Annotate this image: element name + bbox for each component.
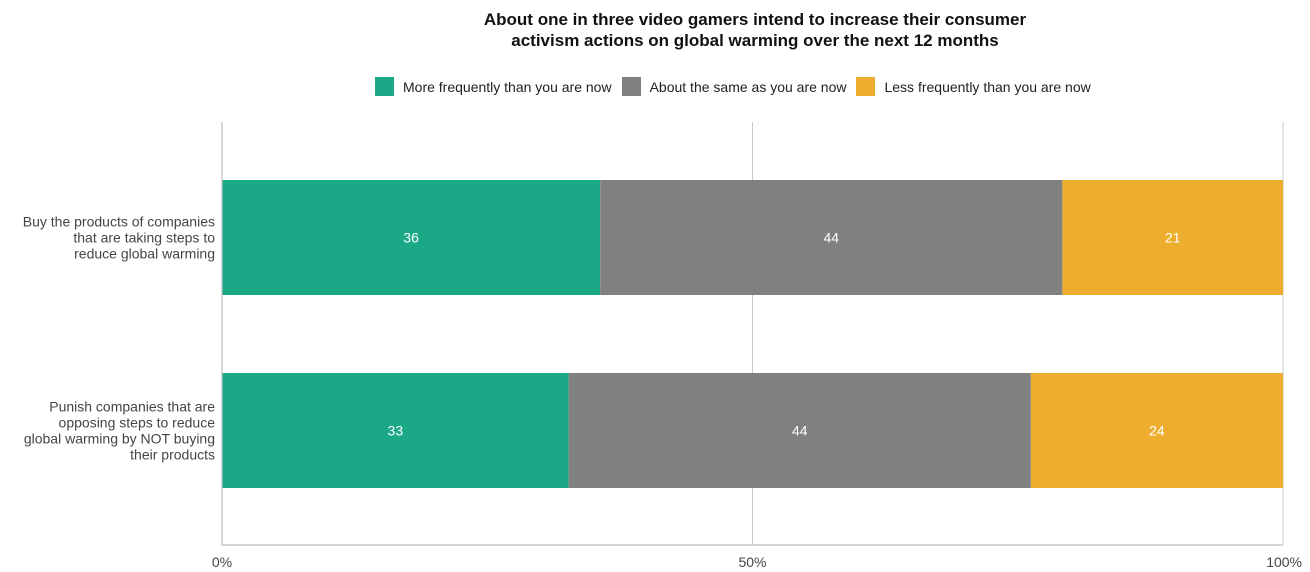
- data-label-0-0: 36: [403, 230, 419, 246]
- category-label-0-line-1: that are taking steps to: [73, 230, 215, 246]
- bar-segment-1-2: [1030, 373, 1283, 488]
- category-label-1-line-0: Punish companies that are: [49, 399, 215, 415]
- bar-segment-0-2: [1062, 180, 1283, 295]
- chart-title-line-2: activism actions on global warming over …: [511, 31, 999, 50]
- bar-segment-0-1: [600, 180, 1063, 295]
- legend-swatch-less: [856, 77, 876, 96]
- data-label-1-2: 24: [1149, 423, 1165, 439]
- data-label-0-1: 44: [823, 230, 839, 246]
- x-tick-label-1: 50%: [738, 554, 766, 570]
- legend-label-less: Less frequently than you are now: [884, 78, 1091, 95]
- legend-item-same: About the same as you are now: [621, 77, 847, 96]
- category-label-0-line-2: reduce global warming: [74, 246, 215, 262]
- chart-legend: More frequently than you are now About t…: [375, 77, 1101, 96]
- chart-title-line-1: About one in three video gamers intend t…: [483, 10, 1027, 29]
- legend-item-less: Less frequently than you are now: [856, 77, 1091, 96]
- data-label-0-2: 21: [1165, 230, 1181, 246]
- legend-label-same: About the same as you are now: [649, 78, 847, 95]
- x-tick-label-0: 0%: [212, 554, 232, 570]
- data-label-1-0: 33: [388, 423, 404, 439]
- category-label-0-line-0: Buy the products of companies: [23, 214, 215, 230]
- bar-segment-1-1: [568, 373, 1031, 488]
- chart-title: About one in three video gamers intend t…: [0, 9, 1310, 51]
- category-label-1-line-3: their products: [130, 447, 215, 463]
- legend-swatch-same: [621, 77, 641, 96]
- bar-segment-0-0: [222, 180, 601, 295]
- legend-swatch-more: [375, 77, 394, 96]
- bar-segment-1-0: [222, 373, 569, 488]
- category-label-1-line-2: global warming by NOT buying: [24, 431, 215, 447]
- data-label-1-1: 44: [792, 423, 808, 439]
- x-tick-label-2: 100%: [1266, 554, 1302, 570]
- legend-label-more: More frequently than you are now: [403, 78, 612, 95]
- category-label-1-line-1: opposing steps to reduce: [59, 415, 216, 431]
- legend-item-more: More frequently than you are now: [375, 77, 612, 96]
